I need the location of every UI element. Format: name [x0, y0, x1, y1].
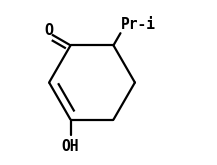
Text: O: O — [44, 23, 53, 38]
Text: OH: OH — [62, 139, 79, 154]
Text: Pr-i: Pr-i — [121, 16, 156, 32]
